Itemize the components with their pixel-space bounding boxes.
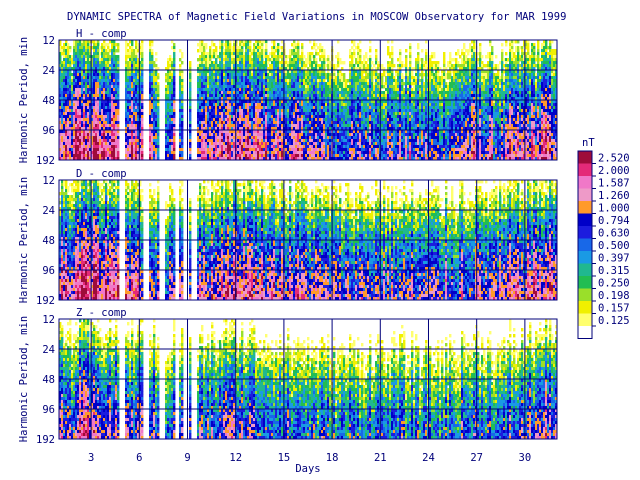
legend-swatch (578, 226, 592, 239)
spectrum-panel-1: 12 24 48 96 192 H - comp Harmonic Period, min (18, 28, 558, 167)
x-axis-label: Days (295, 463, 320, 475)
panel-label: D - comp (76, 168, 127, 180)
spectrum-panel-3: 12 24 48 96 192 Z - comp Harmonic Period, min (18, 307, 558, 446)
legend-swatch (578, 251, 592, 264)
legend-swatch (578, 288, 592, 301)
y-tick-label: 24 (42, 205, 55, 217)
legend-level-label: 0.198 (598, 290, 630, 302)
y-tick-label: 48 (42, 95, 55, 107)
y-tick-label: 192 (36, 155, 55, 167)
y-axis-label: Harmonic Period, min (18, 316, 30, 442)
legend-frame (577, 150, 593, 339)
legend-level-label: 0.794 (598, 215, 630, 227)
y-tick-label: 48 (42, 374, 55, 386)
y-tick-label: 96 (42, 265, 55, 277)
legend-level-label: 2.520 (598, 153, 630, 165)
color-legend: nT 2.5202.0001.5871.2601.0000.7940.6300.… (577, 137, 630, 339)
y-tick-label: 96 (42, 125, 55, 137)
y-tick-label: 12 (42, 175, 55, 187)
x-tick-label: 15 (278, 452, 291, 464)
y-tick-label: 24 (42, 344, 55, 356)
y-tick-label: 48 (42, 235, 55, 247)
y-tick-label: 12 (42, 35, 55, 47)
panel-frame (58, 179, 558, 301)
y-tick-label: 96 (42, 404, 55, 416)
x-tick-label: 9 (184, 452, 190, 464)
legend-swatch (578, 163, 592, 176)
panel-frame (58, 39, 558, 161)
legend-swatch (578, 151, 592, 164)
legend-level-label: 1.000 (598, 203, 630, 215)
x-tick-label: 6 (136, 452, 142, 464)
legend-level-label: 0.630 (598, 228, 630, 240)
x-tick-label: 24 (422, 452, 435, 464)
x-tick-label: 30 (519, 452, 532, 464)
x-tick-label: 21 (374, 452, 387, 464)
y-tick-label: 192 (36, 434, 55, 446)
x-tick-labels: 3 6 9 12 15 18 21 24 27 30 (88, 452, 531, 464)
legend-swatch (578, 276, 592, 289)
legend-level-label: 2.000 (598, 165, 630, 177)
y-axis-label: Harmonic Period, min (18, 177, 30, 303)
legend-swatch (578, 188, 592, 201)
panel-label: Z - comp (76, 307, 127, 319)
y-tick-label: 12 (42, 314, 55, 326)
x-tick-label: 12 (229, 452, 242, 464)
legend-swatch (578, 263, 592, 276)
legend-level-label: 0.250 (598, 278, 630, 290)
legend-swatch (578, 301, 592, 314)
y-tick-label: 24 (42, 65, 55, 77)
chart-title: DYNAMIC SPECTRA of Magnetic Field Variat… (67, 11, 566, 23)
legend-swatch (578, 326, 592, 339)
panel-label: H - comp (76, 28, 127, 40)
legend-level-label: 0.157 (598, 303, 630, 315)
legend-level-label: 1.260 (598, 190, 630, 202)
y-axis-label: Harmonic Period, min (18, 37, 30, 163)
legend-swatch (578, 213, 592, 226)
legend-unit: nT (582, 137, 595, 149)
panel-frame (58, 318, 558, 440)
x-tick-label: 27 (470, 452, 483, 464)
legend-level-label: 0.397 (598, 253, 630, 265)
legend-swatch (578, 238, 592, 251)
x-tick-label: 18 (326, 452, 339, 464)
spectrum-panel-2: 12 24 48 96 192 D - comp Harmonic Period, min (18, 168, 558, 307)
legend-level-label: 1.587 (598, 178, 630, 190)
x-tick-label: 3 (88, 452, 94, 464)
legend-level-label: 0.500 (598, 240, 630, 252)
y-tick-label: 192 (36, 295, 55, 307)
legend-level-label: 0.125 (598, 315, 630, 327)
legend-swatch (578, 313, 592, 326)
legend-level-label: 0.315 (598, 265, 630, 277)
legend-swatch (578, 176, 592, 189)
legend-swatch (578, 201, 592, 214)
